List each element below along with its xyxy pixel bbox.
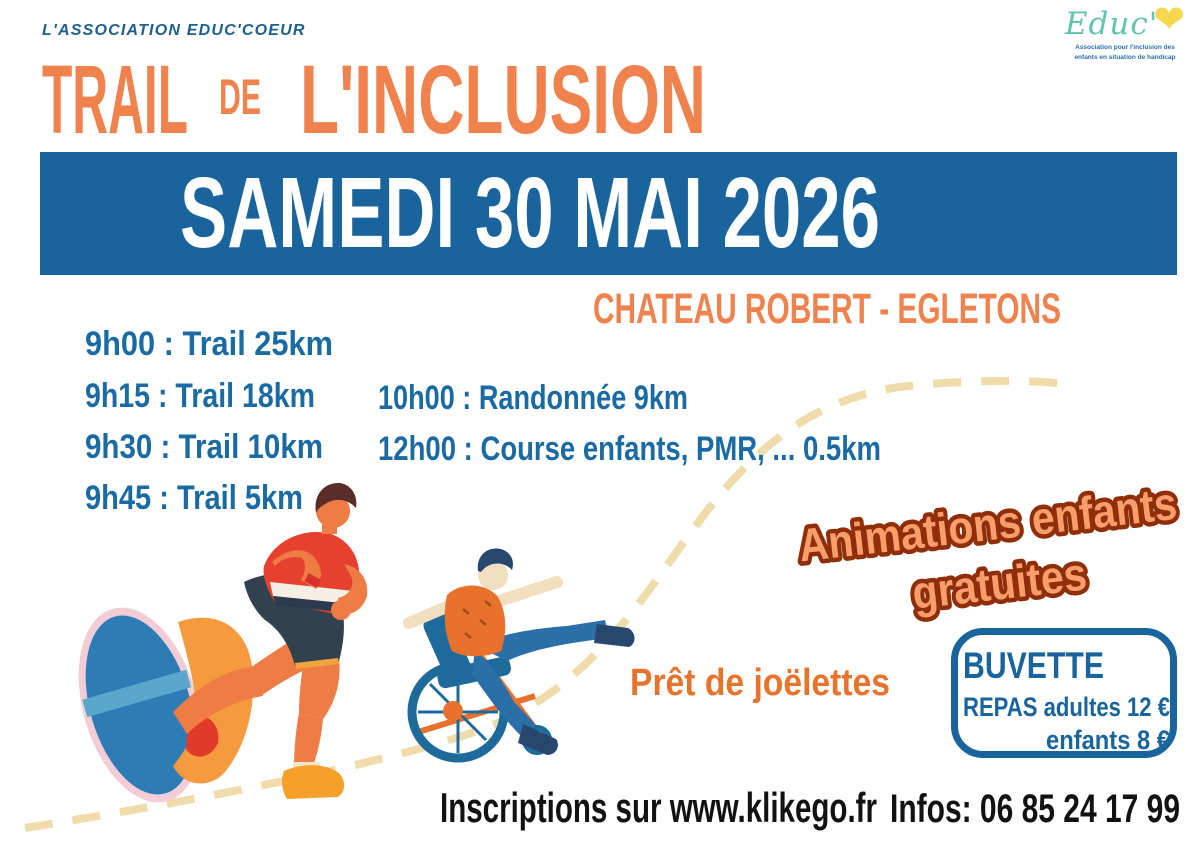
shirt-pattern <box>462 600 492 639</box>
association-name: L'ASSOCIATION EDUC'COEUR <box>42 22 306 39</box>
schedule-item-trail-10km: 9h30 : Trail 10km <box>85 428 323 466</box>
animations-text-line1: Animations enfants <box>796 477 1179 572</box>
shorts-hem <box>295 658 339 669</box>
shoe-sole <box>85 615 195 795</box>
runner-figure <box>78 482 368 803</box>
title-inclusion: L'INCLUSION <box>300 45 706 154</box>
location-text: CHATEAU ROBERT - EGLETONS <box>593 285 1061 333</box>
educ-logo-tagline-line1: Association pour l'inclusion des <box>1075 44 1175 51</box>
educ-logo-name: Educ' <box>1064 6 1159 42</box>
infos-text: Infos: 06 85 24 17 99 <box>890 787 1180 831</box>
wheelchair-athlete-illustration <box>403 548 635 763</box>
animations-text-line2: gratuites <box>910 547 1090 618</box>
joelettes-text: Prêt de joëlettes <box>630 662 890 704</box>
athlete-head <box>478 560 508 590</box>
athlete-front-arm <box>487 576 563 609</box>
athlete-shirt <box>444 585 506 657</box>
wristband <box>304 573 322 588</box>
schedule-item-trail-18km: 9h15 : Trail 18km <box>85 377 315 415</box>
wheelchair-figure <box>403 548 635 763</box>
buvette-box <box>951 628 1177 758</box>
runner-fist <box>331 600 351 620</box>
athlete-shoe-bent <box>518 724 558 755</box>
runner-hair <box>315 482 357 513</box>
educ-logo: Educ' ❤ Association pour l'inclusion des… <box>1058 1 1192 63</box>
athlete-bent-leg <box>472 649 535 737</box>
heart-icon: ❤ <box>1153 0 1186 41</box>
title-trail: TRAIL <box>42 45 188 154</box>
athlete-extended-leg <box>475 620 609 661</box>
runner-small-shoe <box>282 765 345 799</box>
schedule-item-course-enfants: 12h00 : Course enfants, PMR, ... 0.5km <box>378 430 881 468</box>
schedule-item-trail-25km: 9h00 : Trail 25km <box>85 325 333 363</box>
athlete-back-arm <box>403 599 457 629</box>
athlete-shoe-extended <box>594 624 635 647</box>
runner-raised-calf <box>173 667 263 734</box>
inscriptions-text: Inscriptions sur www.klikego.fr <box>440 784 877 831</box>
shoe-sole-band <box>82 669 192 718</box>
runner-illustration <box>78 482 368 803</box>
runner-standing-thigh <box>299 653 340 719</box>
runner-standing-calf <box>294 713 323 771</box>
educ-logo-tagline-line2: enfants en situation de handicap <box>1074 54 1176 62</box>
wheel-hub <box>443 701 463 721</box>
date-banner <box>40 152 1177 275</box>
tank-white-band <box>270 582 354 604</box>
schedule-item-randonnee: 10h00 : Randonnée 9km <box>378 379 688 417</box>
animations-label: Animations enfants gratuites <box>791 472 1183 623</box>
title-de: DE <box>219 69 261 125</box>
runner-big-shoe <box>78 607 202 803</box>
athlete-hair <box>477 548 513 572</box>
